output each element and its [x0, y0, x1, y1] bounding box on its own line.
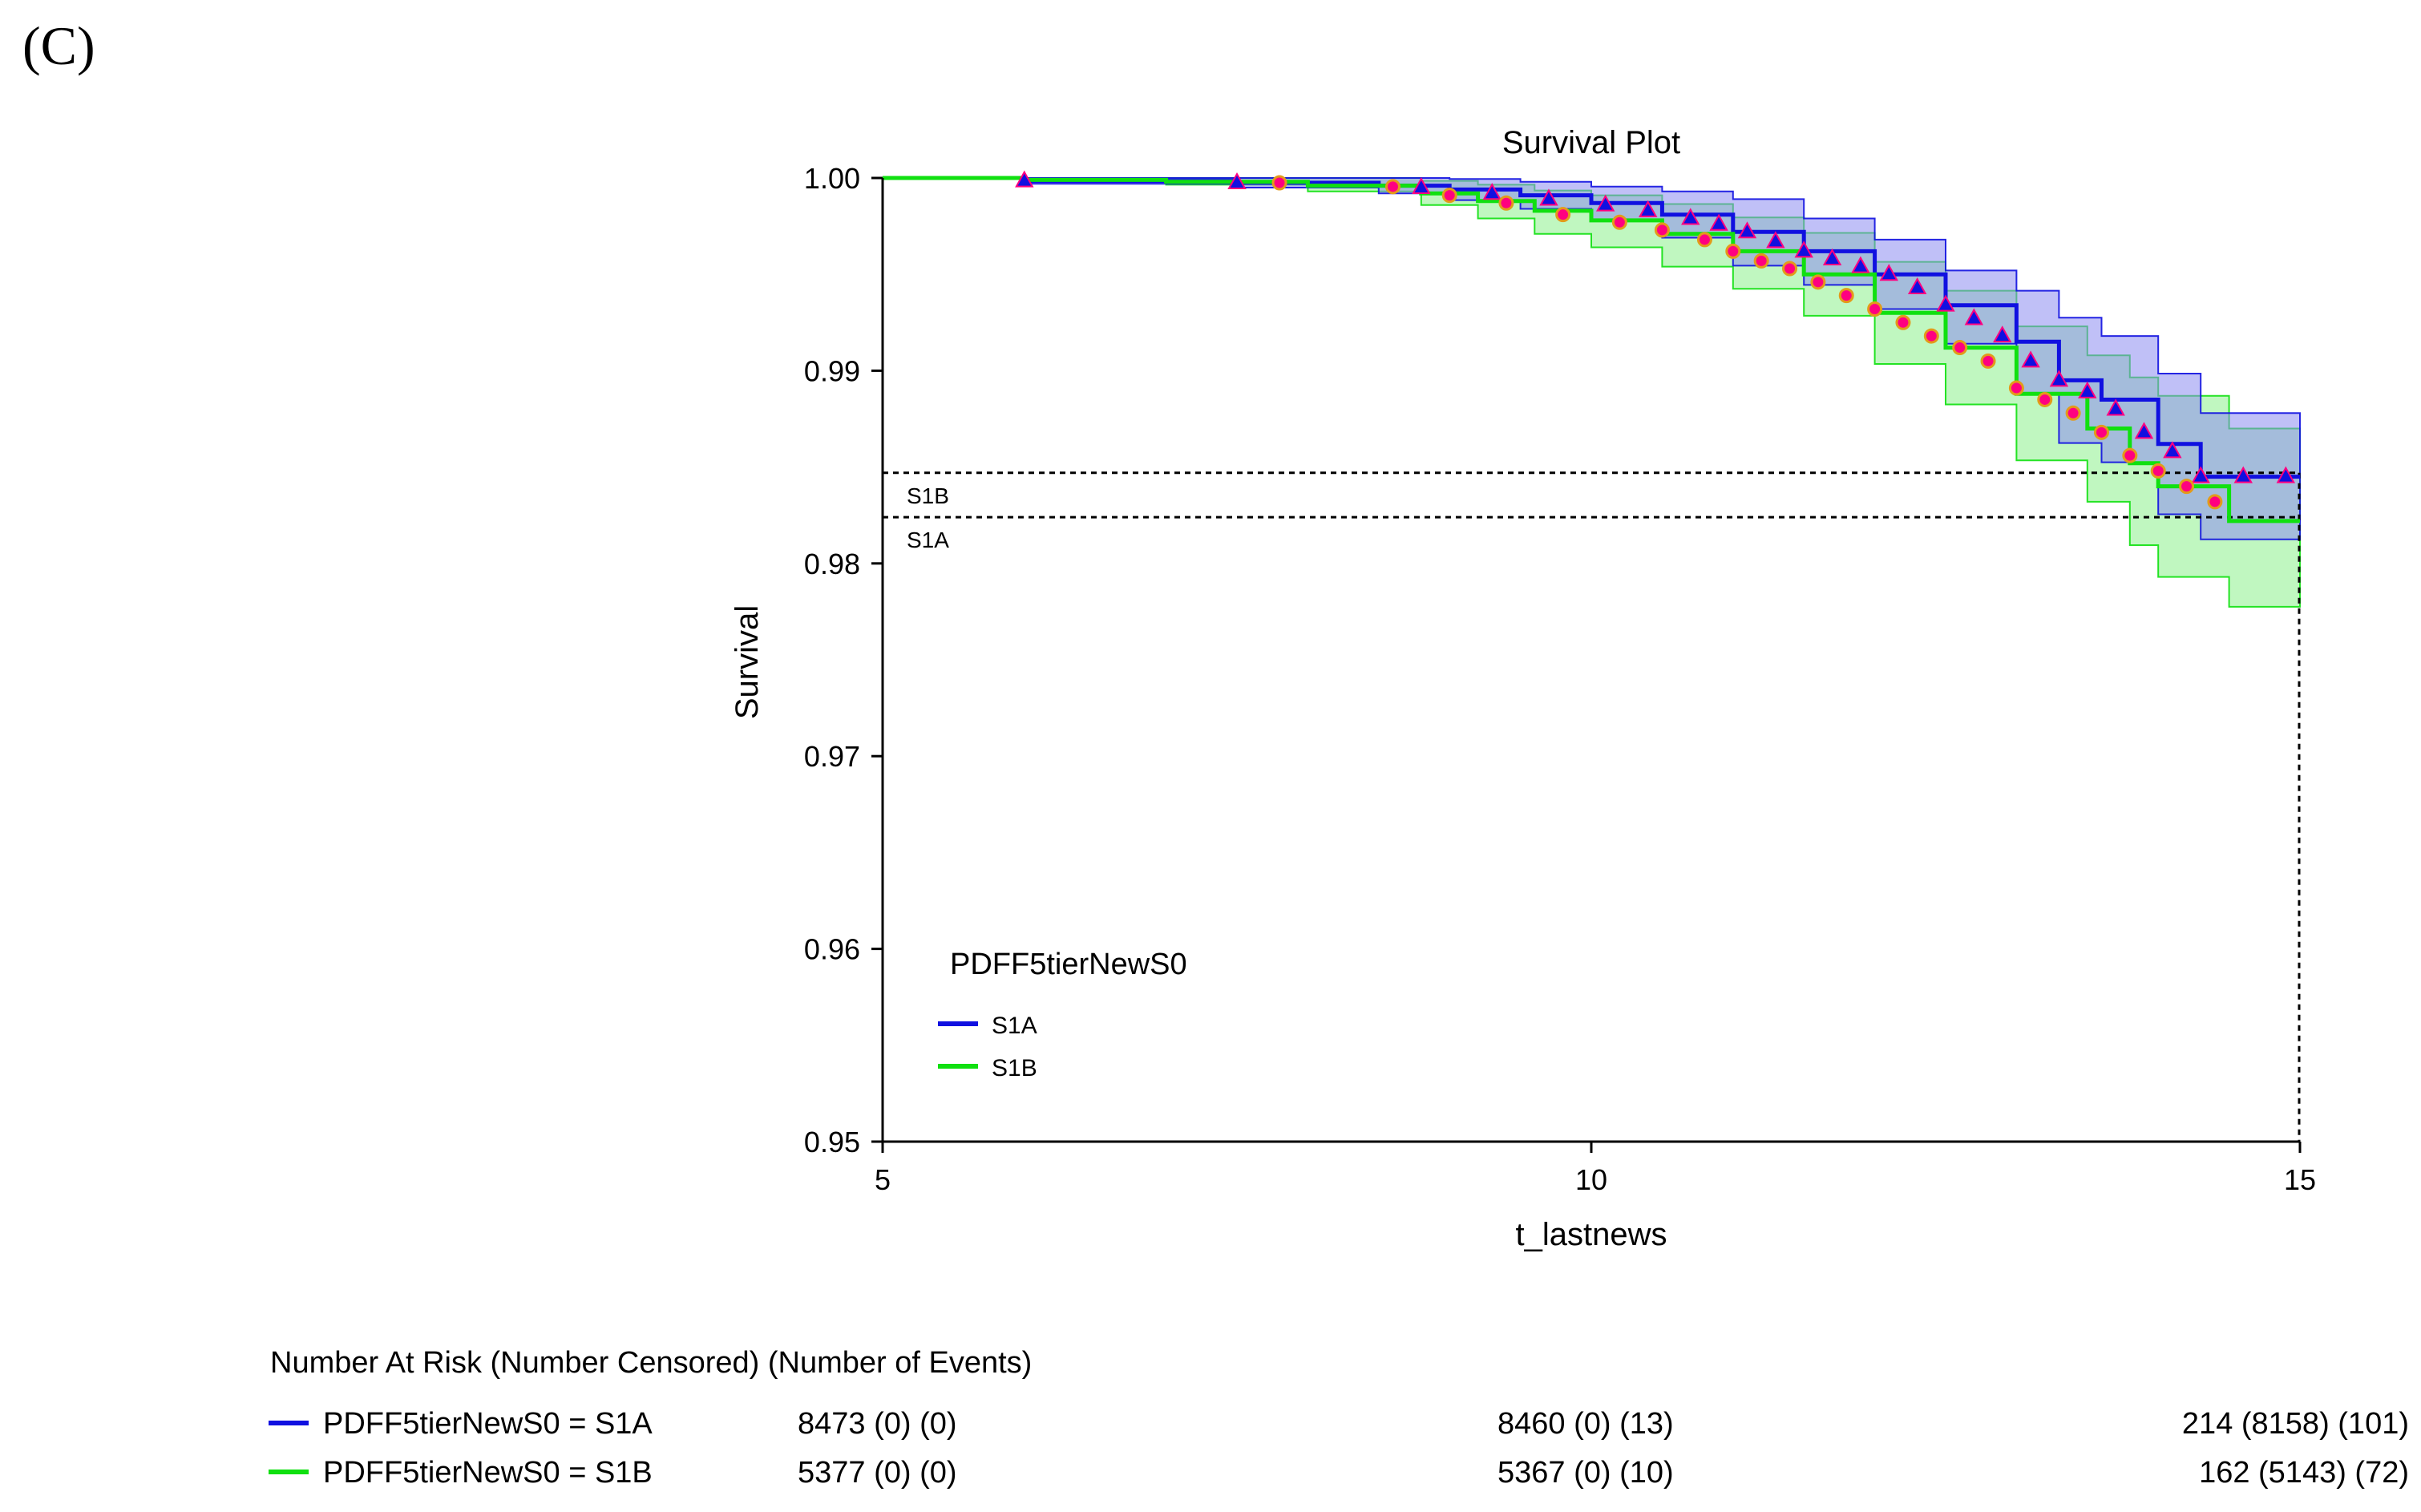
censor-marker-s1b — [2122, 447, 2138, 463]
censor-marker-s1a — [1766, 231, 1785, 249]
y-tick-label: 0.99 — [804, 354, 860, 387]
legend-title: PDFF5tierNewS0 — [950, 948, 1187, 981]
panel-label: (C) — [22, 15, 95, 76]
censor-marker-s1b — [1725, 243, 1741, 259]
censor-marker-s1b — [2008, 380, 2024, 396]
risk-row-label: PDFF5tierNewS0 = S1B — [323, 1456, 653, 1490]
censor-marker-s1b — [2093, 424, 2109, 440]
censor-marker-s1a — [1639, 200, 1658, 217]
censor-marker-s1a — [2276, 466, 2296, 483]
reference-label-s1a: S1A — [907, 528, 949, 552]
censor-marker-s1a — [1851, 256, 1870, 273]
survival-curves — [883, 176, 2300, 524]
censor-marker-s1b — [1498, 195, 1514, 211]
censor-marker-s1a — [1794, 241, 1813, 258]
censor-marker-s1b — [2179, 479, 2195, 495]
risk-table-header: Number At Risk (Number Censored) (Number… — [270, 1346, 1032, 1380]
censor-marker-s1a — [1482, 183, 1502, 200]
censor-marker-s1a — [1412, 176, 1431, 195]
risk-row-value: 5367 (0) (10) — [1497, 1456, 1674, 1490]
risk-row-value: 214 (8158) (101) — [2182, 1407, 2409, 1441]
legend-label-s1b: S1B — [992, 1055, 1037, 1081]
x-axis-label: t_lastnews — [1516, 1217, 1667, 1252]
censor-marker-s1a — [1015, 170, 1034, 188]
censor-marker-s1a — [2191, 466, 2210, 483]
censor-marker-s1b — [1923, 328, 1939, 344]
legend-label-s1a: S1A — [992, 1013, 1037, 1039]
censor-marker-s1a — [2134, 422, 2154, 439]
censor-marker-s1b — [1753, 253, 1769, 269]
censor-marker-s1b — [2207, 494, 2223, 510]
chart-title: Survival Plot — [1502, 125, 1680, 160]
y-tick-label: 0.95 — [804, 1126, 860, 1158]
censor-marker-s1a — [1539, 188, 1558, 206]
axes: 0.95 0.96 0.97 0.98 0.99 1.00 5 10 15 — [804, 162, 2316, 1196]
censor-marker-s1a — [2163, 441, 2182, 459]
censor-marker-s1a — [1227, 172, 1247, 190]
censor-marker-s1b — [1441, 188, 1457, 204]
censor-marker-s1a — [1993, 325, 2012, 343]
censor-marker-s1b — [1611, 214, 1627, 230]
risk-row-value: 162 (5143) (72) — [2199, 1456, 2409, 1490]
risk-row-label: PDFF5tierNewS0 = S1A — [323, 1407, 653, 1441]
censor-marker-s1b — [1782, 261, 1798, 277]
censor-marker-s1b — [2150, 463, 2166, 479]
censor-marker-s1a — [1907, 277, 1927, 295]
x-tick-label: 5 — [875, 1163, 891, 1196]
risk-row-value: 5377 (0) (0) — [798, 1456, 957, 1490]
y-axis-label: Survival — [730, 605, 765, 719]
risk-row-value: 8473 (0) (0) — [798, 1407, 957, 1441]
legend: PDFF5tierNewS0 S1A S1B — [938, 948, 1187, 1081]
risk-table-row: PDFF5tierNewS0 = S1A 8473 (0) (0) 8460 (… — [269, 1407, 2409, 1441]
censor-marker-s1b — [1271, 175, 1287, 191]
risk-row-value: 8460 (0) (13) — [1497, 1407, 1674, 1441]
censor-marker-s1b — [1867, 301, 1883, 317]
censor-marker-s1a — [2233, 466, 2253, 483]
censor-marker-s1b — [1895, 314, 1911, 330]
censor-marker-s1a — [2021, 350, 2040, 368]
x-tick-label: 10 — [1575, 1163, 1607, 1196]
censor-marker-s1a — [2049, 370, 2069, 387]
censor-marker-s1a — [1737, 221, 1757, 239]
y-tick-label: 1.00 — [804, 162, 860, 195]
censor-marker-s1b — [1838, 288, 1854, 304]
censor-marker-s1b — [2037, 391, 2053, 407]
censor-marker-s1a — [1879, 264, 1898, 281]
y-tick-label: 0.98 — [804, 548, 860, 580]
reference-label-s1b: S1B — [907, 483, 949, 508]
censor-marker-s1b — [1654, 222, 1670, 238]
censor-marker-s1a — [1595, 194, 1615, 212]
censor-marker-s1a — [1822, 248, 1842, 265]
risk-table-row: PDFF5tierNewS0 = S1B 5377 (0) (0) 5367 (… — [269, 1456, 2409, 1490]
censor-marker-s1a — [1709, 213, 1728, 231]
y-tick-label: 0.97 — [804, 740, 860, 773]
censor-marker-s1b — [1696, 232, 1712, 248]
censor-marker-s1a — [2106, 398, 2125, 416]
median-reference-lines: S1B S1A — [883, 471, 2301, 1142]
censor-markers — [1015, 170, 2296, 510]
censor-marker-s1a — [1681, 208, 1700, 225]
risk-table: Number At Risk (Number Censored) (Number… — [269, 1346, 2409, 1490]
censor-marker-s1b — [1810, 274, 1826, 290]
x-tick-label: 15 — [2284, 1163, 2316, 1196]
censor-marker-s1a — [1936, 294, 1955, 312]
censor-marker-s1a — [2078, 381, 2097, 398]
y-tick-label: 0.96 — [804, 933, 860, 966]
censor-marker-s1a — [1964, 308, 1984, 325]
censor-marker-s1b — [1980, 353, 1996, 369]
censor-marker-s1b — [2065, 405, 2081, 421]
survival-line-s1b — [883, 176, 2300, 524]
censor-marker-s1b — [1384, 179, 1400, 195]
censor-marker-s1b — [1555, 207, 1571, 223]
censor-marker-s1b — [1952, 340, 1968, 356]
